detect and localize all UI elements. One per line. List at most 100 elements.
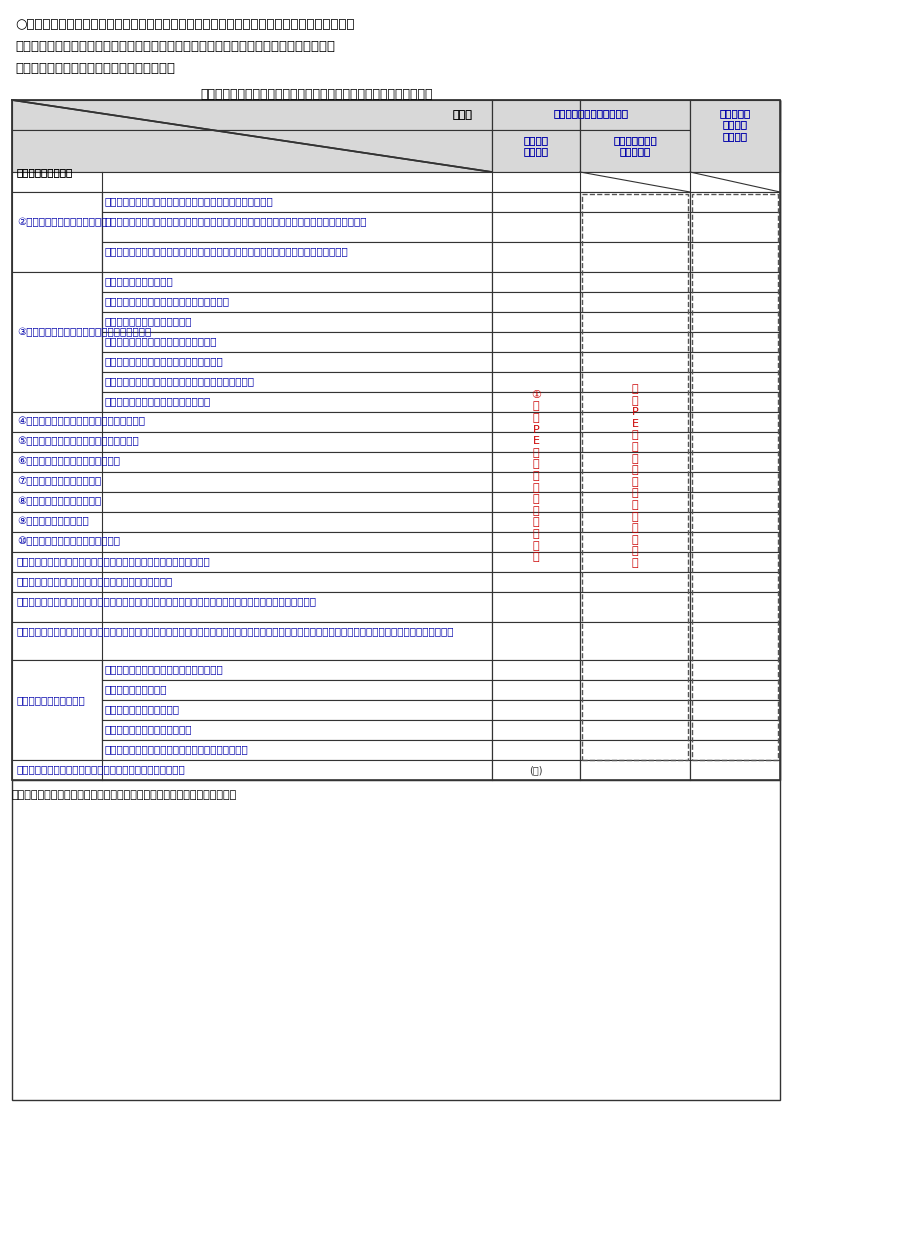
Bar <box>12 512 491 533</box>
Bar <box>12 533 491 553</box>
Bar <box>690 392 779 412</box>
Bar <box>102 700 491 720</box>
Bar <box>491 372 579 392</box>
Bar <box>12 130 491 172</box>
Bar <box>579 741 690 761</box>
Bar <box>12 192 102 272</box>
Text: ⑦外国法人から受ける配当等: ⑦外国法人から受ける配当等 <box>17 476 101 486</box>
Text: (注): (注) <box>528 766 542 776</box>
Bar <box>690 761 779 781</box>
Text: ⑤国外にある不動産等の貸付けによる対価: ⑤国外にある不動産等の貸付けによる対価 <box>17 436 138 446</box>
Text: 国外ＰＥに帰属
しない所得: 国外ＰＥに帰属 しない所得 <box>612 135 656 157</box>
Text: ①
国
外
P
E
に
帰
せ
ら
れ
る
べ
き
所
得: ① 国 外 P E に 帰 せ ら れ る べ き 所 得 <box>530 390 540 563</box>
Bar <box>12 172 779 192</box>
Bar <box>579 660 690 680</box>
Text: ○　内国法人の外国税額控除における国外所得金額の計算に当たっては、国外ＰＥ帰属所得と: ○ 内国法人の外国税額控除における国外所得金額の計算に当たっては、国外ＰＥ帰属所… <box>15 18 354 31</box>
Bar <box>579 412 690 432</box>
Bar <box>690 100 779 172</box>
Text: ⑭国際運輸業に係る所得のうち国外業務につき生ずべき所得: ⑭国際運輸業に係る所得のうち国外業務につき生ずべき所得 <box>17 764 186 774</box>
Bar <box>579 621 690 660</box>
Bar <box>491 573 579 591</box>
Bar <box>690 512 779 533</box>
Bar <box>12 100 491 130</box>
Bar <box>690 700 779 720</box>
Bar <box>690 452 779 472</box>
Bar <box>102 272 491 292</box>
Text: 国外にある不動産の譲渡: 国外にある不動産の譲渡 <box>105 276 174 286</box>
Bar <box>579 292 690 312</box>
Bar <box>579 130 690 172</box>
Bar <box>12 272 102 412</box>
Bar <box>579 700 690 720</box>
Bar <box>102 352 491 372</box>
Bar <box>579 452 690 472</box>
Bar <box>579 352 690 372</box>
Bar <box>12 621 491 660</box>
Bar <box>12 100 491 130</box>
Bar <box>12 553 491 573</box>
Bar <box>579 720 690 741</box>
Bar <box>491 591 579 621</box>
Bar <box>491 492 579 512</box>
Text: 国外で発見された埋蔵物等: 国外で発見された埋蔵物等 <box>105 704 179 714</box>
Bar <box>102 372 491 392</box>
Bar <box>690 100 779 130</box>
Bar <box>491 720 579 741</box>
Bar <box>491 660 579 680</box>
Bar <box>690 130 779 172</box>
Text: 国外源泉所得の種類: 国外源泉所得の種類 <box>17 167 73 177</box>
Bar <box>491 680 579 700</box>
Bar <box>12 472 491 492</box>
Text: 国外ＰＥ
帰属所得: 国外ＰＥ 帰属所得 <box>523 135 548 157</box>
Bar <box>579 533 690 553</box>
Bar <box>12 130 491 172</box>
Bar <box>690 660 779 680</box>
Bar <box>690 621 779 660</box>
Bar <box>12 660 102 761</box>
Bar <box>579 680 690 700</box>
Bar <box>579 591 690 621</box>
Bar <box>579 192 690 212</box>
Bar <box>690 372 779 392</box>
Bar <box>579 432 690 452</box>
Text: ⑮租税条約の規定によりその租税条約の相手国等において租税を課することができるとされる所得のうち、その相手国等において外国法人税を課されるもの: ⑮租税条約の規定によりその租税条約の相手国等において租税を課することができるとさ… <box>17 626 454 637</box>
Bar <box>102 192 491 212</box>
Bar <box>581 194 687 761</box>
Bar <box>690 312 779 332</box>
Bar <box>690 272 779 292</box>
Bar <box>691 194 777 761</box>
Bar <box>102 212 491 242</box>
Bar <box>579 573 690 591</box>
Text: 非居住者に対する貸付金債権で、当該非居住者の行う業務に係るもの以外のものの運用・保有: 非居住者に対する貸付金債権で、当該非居住者の行う業務に係るもの以外のものの運用・… <box>105 216 367 226</box>
Text: 国外源泉所得の範囲は、次のとおりです。: 国外源泉所得の範囲は、次のとおりです。 <box>15 61 175 75</box>
Text: 事業譲渡類似株式に相当する株式の譲渡: 事業譲渡類似株式に相当する株式の譲渡 <box>105 336 217 346</box>
Bar <box>579 242 690 272</box>
Bar <box>579 130 690 172</box>
Text: ⑯その他の国外源泉所得: ⑯その他の国外源泉所得 <box>17 695 86 705</box>
Bar <box>12 100 779 1100</box>
Bar <box>579 472 690 492</box>
Bar <box>579 332 690 352</box>
Text: 【内国法人の外国税額控除における国外源泉所得の範囲】（改正後）: 【内国法人の外国税額控除における国外源泉所得の範囲】（改正後） <box>200 88 432 101</box>
Bar <box>12 573 491 591</box>
Bar <box>102 741 491 761</box>
Bar <box>690 412 779 432</box>
Bar <box>690 432 779 452</box>
Bar <box>579 761 690 781</box>
Bar <box>491 472 579 492</box>
Bar <box>491 512 579 533</box>
Bar <box>12 130 491 172</box>
Bar <box>579 130 690 172</box>
Text: 国外ＰＥ
帰属所得: 国外ＰＥ 帰属所得 <box>523 135 548 157</box>
Bar <box>579 392 690 412</box>
Text: 国外で行う懸賞に係る懸賞金等: 国外で行う懸賞に係る懸賞金等 <box>105 724 192 734</box>
Text: （注）　国外ＰＥ帰属所得からは、⑭の国際運輸業所得は除かれています。: （注） 国外ＰＥ帰属所得からは、⑭の国際運輸業所得は除かれています。 <box>12 789 237 799</box>
Bar <box>491 100 579 130</box>
Bar <box>690 242 779 272</box>
Bar <box>690 680 779 700</box>
Text: ⑪国外にある営業所を通じて締結した年金契約に基づいて受ける年金: ⑪国外にある営業所を通じて締結した年金契約に基づいて受ける年金 <box>17 556 210 566</box>
Text: ⑧国外業務に係る貸付金利子: ⑧国外業務に係る貸付金利子 <box>17 496 101 506</box>
Bar <box>491 272 579 292</box>
Text: ⑨国外業務に係る使用料: ⑨国外業務に係る使用料 <box>17 516 88 526</box>
Text: 国外にある資産の贈与: 国外にある資産の贈与 <box>105 684 168 694</box>
